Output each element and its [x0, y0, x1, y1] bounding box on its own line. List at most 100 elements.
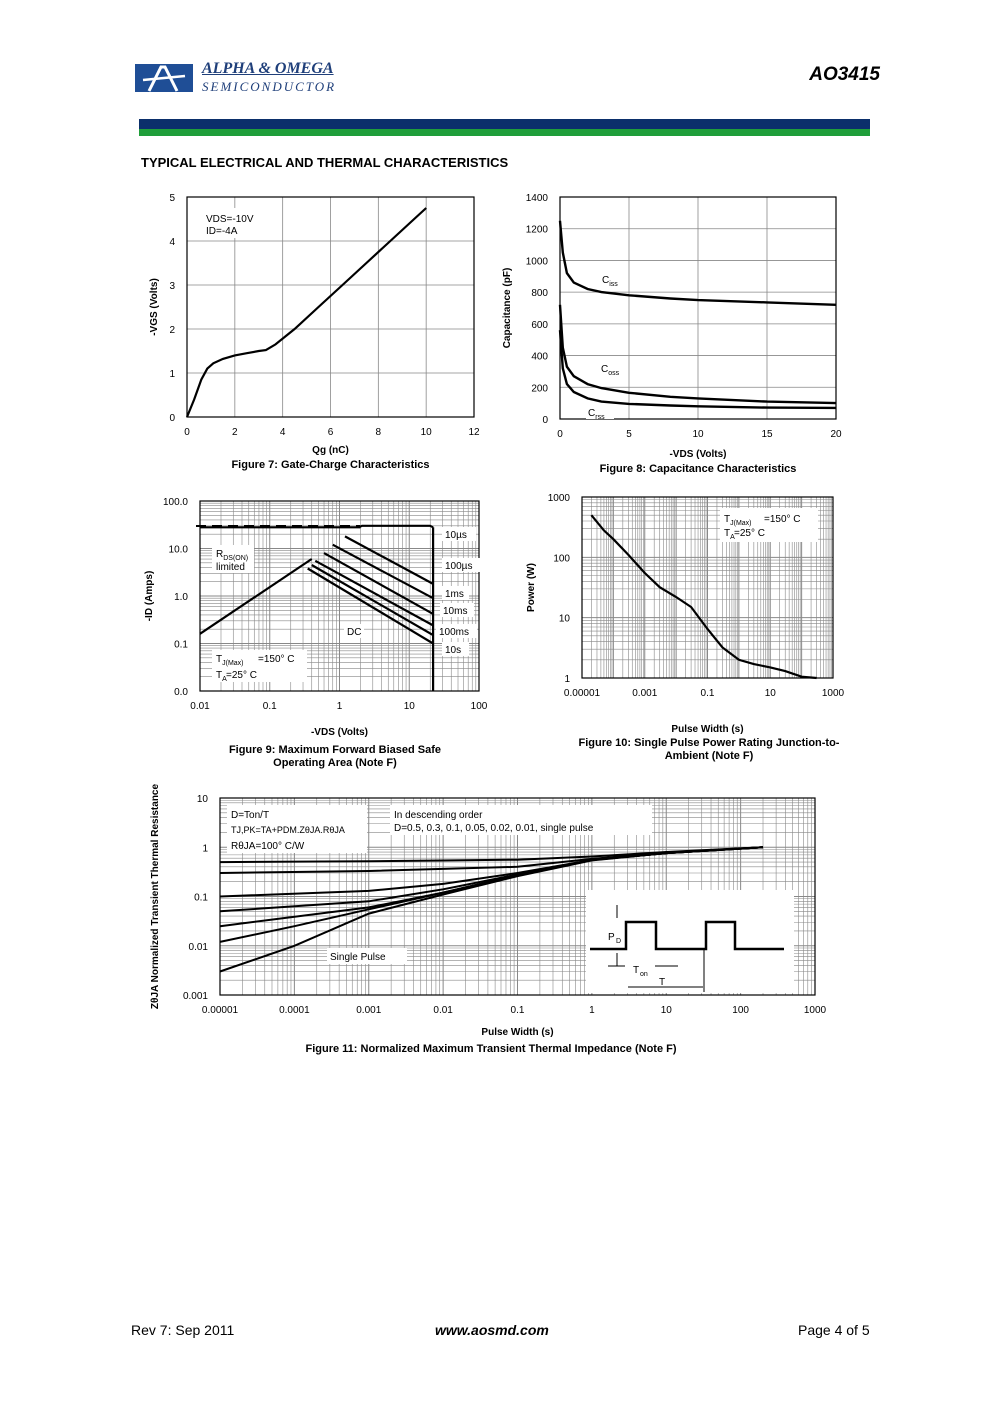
y-tick-label: 100 — [553, 553, 570, 564]
series-line-coss — [558, 304, 837, 405]
x-axis-label: Pulse Width (s) — [481, 1027, 553, 1038]
x-tick-label: 1 — [589, 1005, 595, 1016]
series-line-dc — [307, 567, 434, 645]
x-tick-label: 10 — [421, 427, 433, 438]
y-tick-label: 0.1 — [174, 640, 188, 651]
y-tick-label: 10.0 — [169, 545, 189, 556]
x-tick-label: 1000 — [804, 1005, 827, 1016]
series-label-ciss: Ciss — [602, 275, 618, 288]
x-tick-label: 0 — [557, 429, 563, 440]
y-tick-label: 0.01 — [189, 942, 209, 953]
annotation-limited: limited — [216, 562, 245, 573]
series-line-10s — [311, 564, 434, 637]
soa-label-100ms: 100ms — [439, 627, 469, 638]
annotation-bg — [212, 545, 254, 573]
label-bg — [344, 624, 364, 638]
y-tick-label: 1.0 — [174, 592, 188, 603]
company-logo — [135, 64, 193, 92]
series-line-ciss — [558, 220, 837, 306]
y-tick-label: 0 — [542, 415, 548, 426]
y-axis-label: -VGS (Volts) — [149, 278, 160, 336]
y-tick-label: 400 — [531, 352, 548, 363]
x-tick-label: 1 — [337, 701, 343, 712]
chart-fig9: 0.01 0.1 1 10 100 0.0 0.1 1.0 10.0 100.0 -VDS (Vol… — [144, 497, 488, 769]
y-tick-label: 600 — [531, 320, 548, 331]
footer-website[interactable]: www.aosmd.com — [435, 1322, 549, 1338]
y-axis-label: ZθJA Normalized Transient Thermal Resist… — [150, 784, 161, 1010]
x-tick-label: 0.1 — [511, 1005, 525, 1016]
x-tick-label: 0.1 — [263, 701, 277, 712]
pulse-diagram-bg — [586, 890, 794, 993]
soa-label-10s: 10µs — [445, 530, 467, 541]
x-tick-label: 100 — [732, 1005, 749, 1016]
x-tick-label: 0.00001 — [202, 1005, 239, 1016]
x-axis-label: Pulse Width (s) — [671, 724, 743, 735]
x-tick-label: 10 — [661, 1005, 673, 1016]
annotation-tjmax: TJ(Max) — [724, 514, 752, 527]
annotation-tjmax-val: =150° C — [764, 514, 801, 525]
y-axis-label: Capacitance (pF) — [502, 268, 513, 349]
plot-frame — [186, 196, 475, 418]
chart-fig11: 0.00001 0.0001 0.001 0.01 0.1 1 10 100 1000 0.001… — [150, 784, 827, 1055]
x-tick-label: 10 — [692, 429, 704, 440]
chart-title: Figure 7: Gate-Charge Characteristics — [231, 459, 429, 471]
pulse-ton-label: T — [633, 965, 639, 976]
pulse-pd-label: P — [608, 932, 615, 943]
chart-title: Operating Area (Note F) — [273, 757, 397, 769]
chart-fig10: 0.00001 0.001 0.1 10 1000 1 10 100 1000 Pulse Wid… — [526, 493, 845, 762]
soa-label-100s: 100µs — [445, 561, 472, 572]
series-line-100-s — [344, 535, 434, 585]
label-bg — [436, 624, 477, 638]
y-tick-label: 4 — [169, 237, 175, 248]
x-tick-label: 10 — [404, 701, 416, 712]
y-tick-label: 1400 — [526, 193, 549, 204]
label-bg — [442, 642, 469, 656]
series-line-single-pulse — [219, 846, 764, 973]
soa-label-1ms: 1ms — [445, 589, 464, 600]
x-tick-label: 0.01 — [433, 1005, 453, 1016]
header-bar-blue — [139, 119, 870, 129]
y-axis-label: Power (W) — [526, 563, 537, 612]
x-tick-label: 0.0001 — [279, 1005, 310, 1016]
series-label-bg — [586, 405, 614, 419]
annotation-bg — [327, 948, 407, 964]
chart-title: Ambient (Note F) — [665, 750, 754, 762]
x-tick-label: 0.00001 — [564, 688, 601, 699]
y-tick-label: 1 — [169, 369, 175, 380]
y-tick-label: 100.0 — [163, 497, 188, 508]
y-tick-label: 0.001 — [183, 991, 208, 1002]
label-bg — [442, 527, 476, 541]
y-tick-label: 2 — [169, 325, 175, 336]
annotation-ta-val: =25° C — [226, 670, 257, 681]
pulse-t-label: T — [659, 977, 665, 988]
series-label-coss: Coss — [601, 364, 620, 377]
footer-revision: Rev 7: Sep 2011 — [131, 1322, 235, 1338]
annotation-order: In descending order — [394, 810, 483, 821]
x-tick-label: 0.001 — [356, 1005, 381, 1016]
x-tick-label: 8 — [376, 427, 382, 438]
annotation-single-pulse: Single Pulse — [330, 952, 386, 963]
annotation-ta: TA — [216, 670, 227, 683]
x-tick-label: 12 — [468, 427, 480, 438]
annotation-ta: TA — [724, 528, 735, 541]
y-tick-label: 1 — [202, 843, 208, 854]
series-line-power — [590, 514, 817, 680]
annotation-rdson: RDS(ON) — [216, 549, 248, 562]
chart-title: Figure 8: Capacitance Characteristics — [600, 463, 797, 475]
series-line-rds-on-limit — [199, 558, 313, 635]
y-tick-label: 200 — [531, 383, 548, 394]
label-bg — [440, 603, 474, 617]
company-name: ALPHA & OMEGA — [202, 60, 334, 77]
series-label-bg — [599, 361, 627, 375]
y-tick-label: 0 — [169, 413, 175, 424]
x-tick-label: 10 — [765, 688, 777, 699]
x-tick-label: 15 — [761, 429, 773, 440]
section-title: TYPICAL ELECTRICAL AND THERMAL CHARACTER… — [141, 155, 509, 170]
soa-label-dc: DC — [347, 627, 361, 638]
footer-page: Page 4 of 5 — [798, 1322, 870, 1338]
y-tick-label: 0.0 — [174, 687, 188, 698]
series-line-10-s — [358, 524, 434, 529]
annotation-vds: VDS=-10V — [206, 214, 254, 225]
